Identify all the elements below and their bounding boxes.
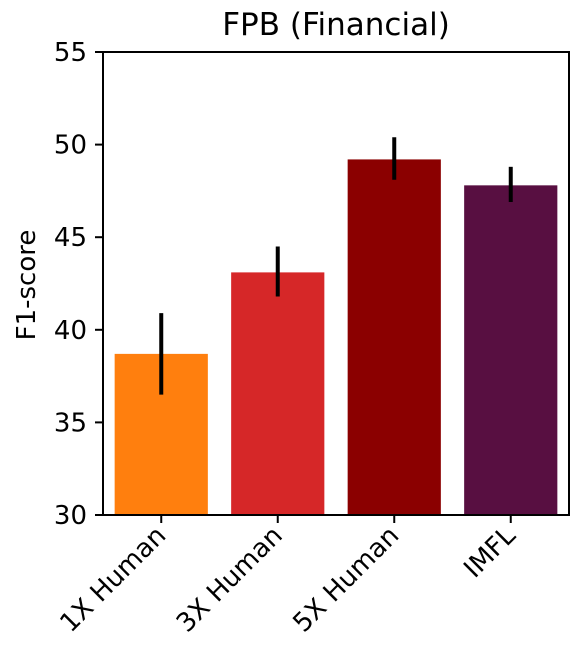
y-tick-label: 35 bbox=[54, 408, 87, 438]
x-tick-label: IMFL bbox=[458, 520, 522, 584]
bars-layer bbox=[114, 159, 558, 515]
axes-layer bbox=[102, 51, 570, 516]
y-tick-label: 45 bbox=[54, 223, 87, 253]
x-tick-label: 1X Human bbox=[55, 521, 173, 639]
x-tick-label: 5X Human bbox=[288, 521, 406, 639]
bar-3x-human bbox=[231, 272, 325, 515]
bar-imfl bbox=[464, 185, 558, 515]
x-tick-label: 3X Human bbox=[171, 521, 289, 639]
error-bars-layer bbox=[159, 137, 513, 395]
plot-frame bbox=[102, 51, 570, 516]
y-tick-label: 30 bbox=[54, 501, 87, 531]
y-tick-label: 40 bbox=[54, 316, 87, 346]
y-tick-label: 50 bbox=[54, 131, 87, 161]
y-axis-label: F1-score bbox=[12, 230, 42, 341]
bar-5x-human bbox=[347, 159, 441, 515]
y-tick-label: 55 bbox=[54, 38, 87, 68]
chart-title: FPB (Financial) bbox=[222, 7, 450, 43]
